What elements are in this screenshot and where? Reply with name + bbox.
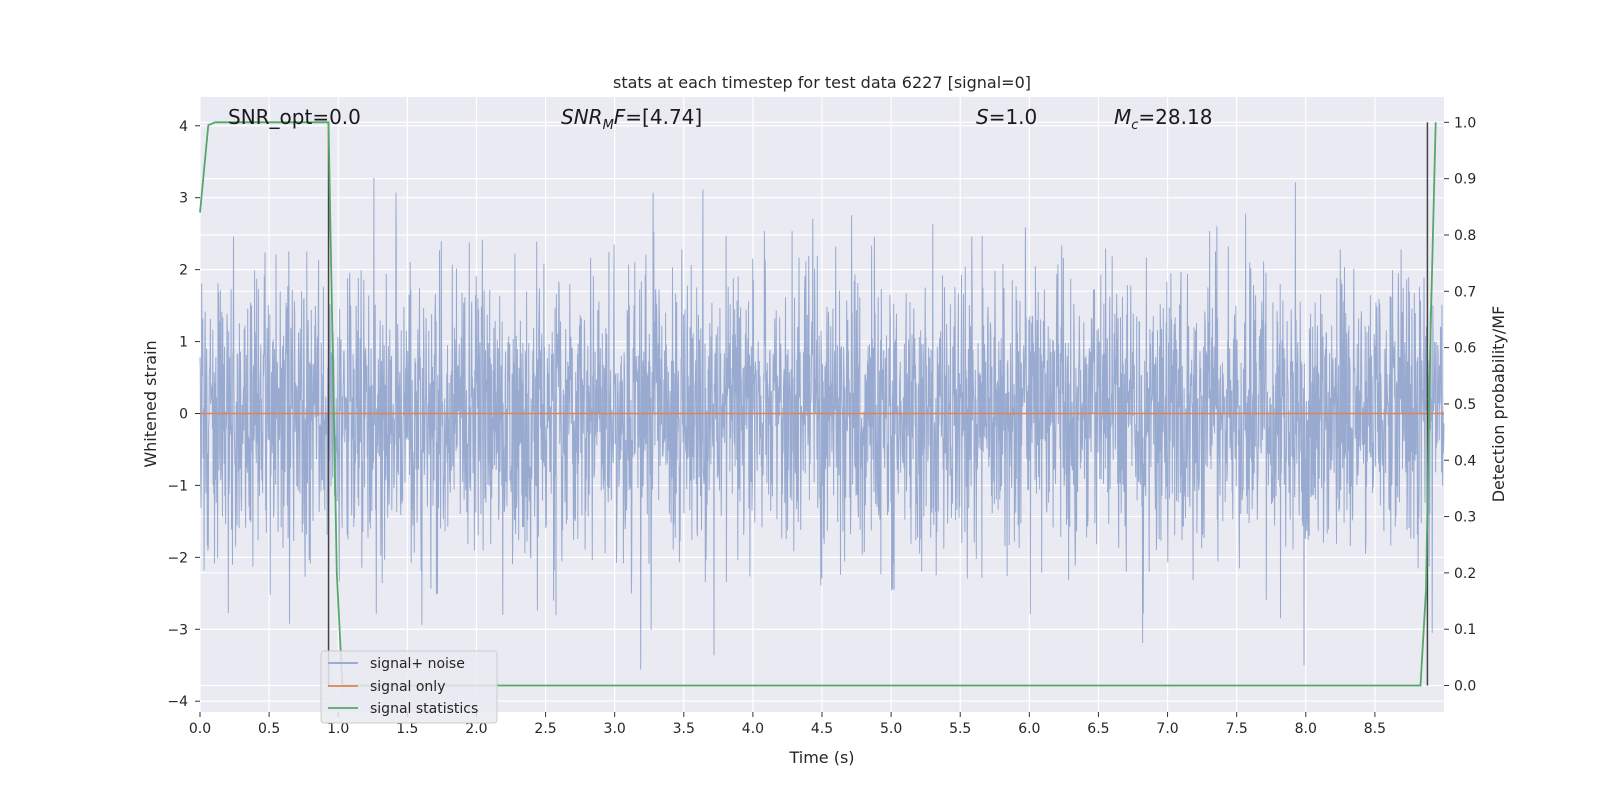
legend-box <box>320 650 498 724</box>
y-tick-label: 3 <box>179 191 188 207</box>
y-axis-right-label: Detection probability/MF <box>1489 306 1508 503</box>
x-tick-label: 3.0 <box>604 721 626 737</box>
x-tick-label: 1.5 <box>396 721 418 737</box>
annotation-s: S=1.0 <box>976 105 1037 129</box>
y-right-tick-label: 0.5 <box>1454 397 1476 413</box>
legend-label-signal-plus-noise: signal+ noise <box>370 656 465 672</box>
y-tick-label: −2 <box>167 550 188 566</box>
x-tick-label: 0.5 <box>258 721 280 737</box>
x-tick-label: 8.0 <box>1295 721 1317 737</box>
y-right-tick-label: 0.1 <box>1454 622 1476 638</box>
y-right-tick-label: 0.8 <box>1454 228 1476 244</box>
legend-label-signal-statistics: signal statistics <box>370 701 478 717</box>
y-tick-label: −3 <box>167 622 188 638</box>
y-right-tick-label: 0.2 <box>1454 566 1476 582</box>
annotation-mc: Mc=28.18 <box>1114 105 1212 133</box>
chart-title: stats at each timestep for test data 622… <box>613 73 1031 92</box>
x-tick-label: 7.5 <box>1226 721 1248 737</box>
x-tick-label: 5.5 <box>949 721 971 737</box>
y-right-tick-label: 0.7 <box>1454 284 1476 300</box>
legend: signal+ noise signal only signal statist… <box>320 650 498 724</box>
series-signal-plus-noise-line <box>199 177 1445 670</box>
y-right-tick-label: 1.0 <box>1454 115 1476 131</box>
y-right-tick-label: 0.4 <box>1454 453 1476 469</box>
legend-label-signal-only: signal only <box>370 679 445 695</box>
x-tick-label: 1.0 <box>327 721 349 737</box>
x-tick-label: 7.0 <box>1156 721 1178 737</box>
x-axis-ticks: 0.0 0.5 1.0 1.5 2.0 2.5 3.0 3.5 4.0 4.5 5.0 5.5 6.0 6… <box>189 712 1386 737</box>
x-tick-label: 0.0 <box>189 721 211 737</box>
x-tick-label: 3.5 <box>673 721 695 737</box>
y-tick-label: 2 <box>179 263 188 279</box>
x-tick-label: 4.0 <box>742 721 764 737</box>
x-tick-label: 5.0 <box>880 721 902 737</box>
x-axis-label: Time (s) <box>788 748 854 767</box>
x-tick-label: 8.5 <box>1364 721 1386 737</box>
x-tick-label: 4.5 <box>811 721 833 737</box>
y-tick-label: −1 <box>167 478 188 494</box>
x-tick-label: 2.0 <box>465 721 487 737</box>
y-axis-ticks: 4 3 2 1 0 −1 −2 −3 −4 <box>167 119 200 710</box>
y-tick-label: 4 <box>179 119 188 135</box>
x-tick-label: 6.0 <box>1018 721 1040 737</box>
y-right-tick-label: 0.9 <box>1454 172 1476 188</box>
y-right-tick-label: 0.3 <box>1454 510 1476 526</box>
x-tick-label: 2.5 <box>534 721 556 737</box>
y-tick-label: 0 <box>179 406 188 422</box>
x-tick-label: 6.5 <box>1087 721 1109 737</box>
annotation-snr-opt: SNR_opt=0.0 <box>228 105 361 129</box>
y-axis-right-ticks: 1.0 0.9 0.8 0.7 0.6 0.5 0.4 0.3 0.2 0.1 0.0 <box>1444 115 1476 695</box>
y-axis-label: Whitened strain <box>141 340 160 467</box>
annotation-snr-mf: SNRMF=[4.74] <box>561 105 702 133</box>
y-right-tick-label: 0.6 <box>1454 341 1476 357</box>
y-tick-label: 1 <box>179 335 188 351</box>
y-right-tick-label: 0.0 <box>1454 679 1476 695</box>
y-tick-label: −4 <box>167 694 188 710</box>
